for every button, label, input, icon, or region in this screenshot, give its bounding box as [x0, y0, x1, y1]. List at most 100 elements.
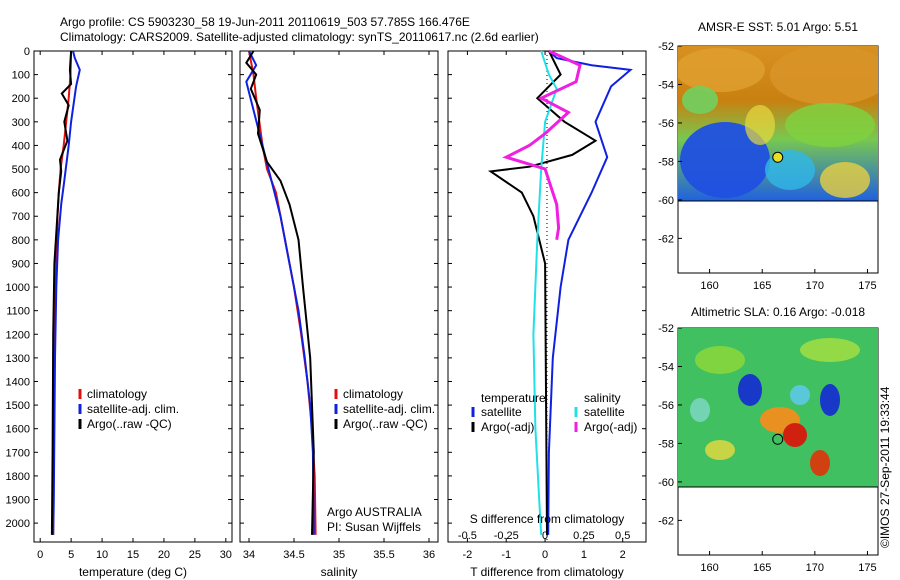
s-tick-label: 0.5: [615, 530, 630, 542]
lon-tick-label: 165: [753, 280, 771, 292]
sst-map: AMSR-E SST: 5.01 Argo: 5.51 160 165 170 175…: [658, 20, 879, 292]
depth-tick-label: 200: [12, 93, 30, 105]
depth-tick-label: 300: [12, 117, 30, 129]
sst-map-axes: 160 165 170 175 -52 -54 -56 -58 -60 -62: [658, 41, 877, 292]
x-tick-label: -2: [463, 549, 473, 561]
x-tick-label: 10: [96, 549, 108, 561]
lon-tick-label: 160: [700, 280, 718, 292]
argo-float-marker: [772, 151, 784, 163]
salinity-axes-frame: [239, 50, 439, 543]
sla-map-axes: 160 165 170 175 -52 -54 -56 -58 -60 -62: [658, 323, 877, 574]
legend-label: Argo(..raw -QC): [87, 417, 172, 431]
lon-tick-label: 165: [753, 562, 771, 574]
x-tick-label: 25: [189, 549, 201, 561]
salinity-xlabel: salinity: [321, 565, 358, 579]
lat-tick-label: -62: [658, 233, 674, 245]
lat-tick-label: -58: [658, 156, 674, 168]
depth-tick-label: 1600: [6, 424, 30, 436]
sla-map-title: Altimetric SLA: 0.16 Argo: -0.018: [691, 305, 865, 319]
salinity-panel: 34 34.5 35 35.5 36 salinity climatologysatel…: [239, 50, 439, 579]
depth-tick-label: 500: [12, 164, 30, 176]
depth-tick-label: 1900: [6, 495, 30, 507]
difference-legend: temperature salinitysatelliteArgo(-adj)sa…: [471, 391, 637, 434]
x-tick-label: 35.5: [373, 549, 394, 561]
legend-label: Argo(-adj): [481, 420, 534, 434]
lat-tick-label: -62: [658, 515, 674, 527]
lat-tick-label: -60: [658, 477, 674, 489]
depth-tick-label: 700: [12, 211, 30, 223]
series-line-0: [547, 50, 633, 535]
depth-tick-label: 1400: [6, 376, 30, 388]
depth-tick-label: 0: [24, 46, 30, 58]
sst-map-title: AMSR-E SST: 5.01 Argo: 5.51: [698, 20, 858, 34]
s-tick-label: 0.25: [573, 530, 594, 542]
series-line-1: [245, 50, 315, 535]
temperature-axes-frame: [33, 50, 233, 543]
x-tick-label: 34: [243, 549, 255, 561]
lat-tick-label: -58: [658, 438, 674, 450]
header-line-2: Climatology: CARS2009. Satellite-adjuste…: [60, 30, 539, 44]
s-difference-label: S difference from climatology: [470, 512, 625, 526]
x-tick-label: -1: [501, 549, 511, 561]
x-tick-label: 5: [68, 549, 74, 561]
s-tick-label: 0: [542, 530, 548, 542]
lon-tick-label: 160: [700, 562, 718, 574]
s-tick-label: -0.25: [494, 530, 519, 542]
depth-tick-label: 1500: [6, 400, 30, 412]
temperature-panel: 0100200300400500600700800900100011001200…: [6, 46, 646, 579]
lat-tick-label: -52: [658, 323, 674, 335]
series-line-3: [502, 49, 582, 241]
x-tick-label: 2: [620, 549, 626, 561]
legend-header-temperature: temperature: [481, 391, 546, 405]
sst-field: [678, 46, 878, 201]
depth-tick-label: 1100: [6, 306, 30, 318]
sla-field: [678, 328, 878, 487]
legend-label: Argo(-adj): [584, 420, 637, 434]
lat-tick-label: -54: [658, 361, 674, 373]
lat-tick-label: -56: [658, 118, 674, 130]
depth-tick-label: 600: [12, 188, 30, 200]
legend-label: satellite-adj. clim.: [87, 402, 179, 416]
x-tick-label: 1: [581, 549, 587, 561]
x-tick-label: 30: [220, 549, 232, 561]
t-difference-xlabel: T difference from climatology: [470, 565, 624, 579]
lon-tick-label: 175: [858, 280, 876, 292]
depth-axis: 0 100 200 300 400 500 600 700 800 900 1000 1100 1200…: [6, 46, 646, 530]
header-line-1: Argo profile: CS 5903230_58 19-Jun-2011 …: [60, 15, 470, 29]
legend-label: climatology: [343, 387, 403, 401]
x-tick-label: 0: [542, 549, 548, 561]
series-line-2: [50, 50, 73, 535]
x-tick-label: 15: [127, 549, 139, 561]
temperature-xlabel: temperature (deg C): [79, 565, 187, 579]
depth-tick-label: 100: [12, 70, 30, 82]
x-tick-label: 36: [423, 549, 435, 561]
salinity-x-axis: 34 34.5 35 35.5 36: [243, 51, 435, 561]
legend-header-salinity: salinity: [584, 391, 621, 405]
x-tick-label: 35: [333, 549, 345, 561]
series-line-1: [52, 50, 81, 535]
lon-tick-label: 170: [806, 280, 824, 292]
sla-map: Altimetric SLA: 0.16 Argo: -0.018 160 165…: [658, 305, 879, 574]
x-tick-label: 0: [37, 549, 43, 561]
lon-tick-label: 175: [858, 562, 876, 574]
depth-tick-label: 800: [12, 235, 30, 247]
s-tick-label: -0.5: [458, 530, 477, 542]
legend-label: Argo(..raw -QC): [343, 417, 428, 431]
argo-australia-label: Argo AUSTRALIA: [327, 505, 422, 519]
lon-tick-label: 170: [806, 562, 824, 574]
series-line-2: [245, 50, 315, 535]
lat-tick-label: -60: [658, 195, 674, 207]
pi-label: PI: Susan Wijffels: [327, 520, 421, 534]
lat-tick-label: -56: [658, 400, 674, 412]
legend-label: climatology: [87, 387, 147, 401]
salinity-series: [245, 50, 317, 535]
temperature-x-axis: 0 5 10 15 20 25 30: [37, 51, 232, 561]
lat-tick-label: -52: [658, 41, 674, 53]
legend-label: satellite: [481, 405, 522, 419]
depth-tick-label: 1700: [6, 447, 30, 459]
series-line-1: [487, 50, 598, 535]
temperature-series: [50, 50, 81, 535]
